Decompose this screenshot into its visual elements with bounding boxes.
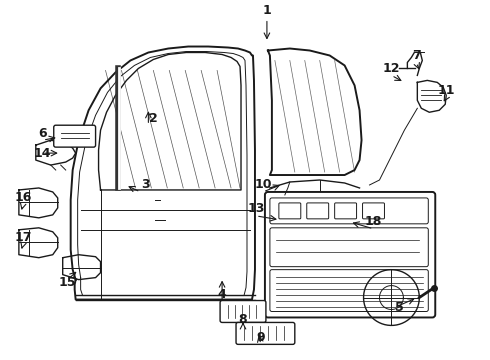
Text: 5: 5: [395, 301, 404, 314]
FancyBboxPatch shape: [307, 203, 329, 219]
FancyBboxPatch shape: [270, 270, 428, 311]
Text: 13: 13: [247, 202, 265, 215]
Text: 10: 10: [254, 179, 271, 192]
FancyBboxPatch shape: [270, 198, 428, 224]
Text: 16: 16: [14, 192, 31, 204]
FancyBboxPatch shape: [335, 203, 357, 219]
Text: 6: 6: [39, 127, 47, 140]
Text: 12: 12: [383, 62, 400, 75]
Text: 7: 7: [412, 49, 421, 62]
Text: 8: 8: [239, 313, 247, 326]
Text: 3: 3: [141, 179, 150, 192]
FancyBboxPatch shape: [220, 301, 266, 323]
Text: 15: 15: [59, 276, 76, 289]
Text: 11: 11: [438, 84, 455, 97]
FancyBboxPatch shape: [279, 203, 301, 219]
Text: 14: 14: [34, 147, 51, 159]
FancyBboxPatch shape: [270, 228, 428, 267]
Text: 4: 4: [218, 288, 226, 301]
FancyBboxPatch shape: [265, 192, 435, 318]
Text: 17: 17: [14, 231, 32, 244]
Text: 1: 1: [263, 4, 271, 17]
Text: 2: 2: [149, 112, 158, 125]
Text: 9: 9: [257, 331, 265, 344]
FancyBboxPatch shape: [363, 203, 385, 219]
FancyBboxPatch shape: [54, 125, 96, 147]
FancyBboxPatch shape: [236, 323, 295, 345]
Text: 18: 18: [365, 215, 382, 228]
